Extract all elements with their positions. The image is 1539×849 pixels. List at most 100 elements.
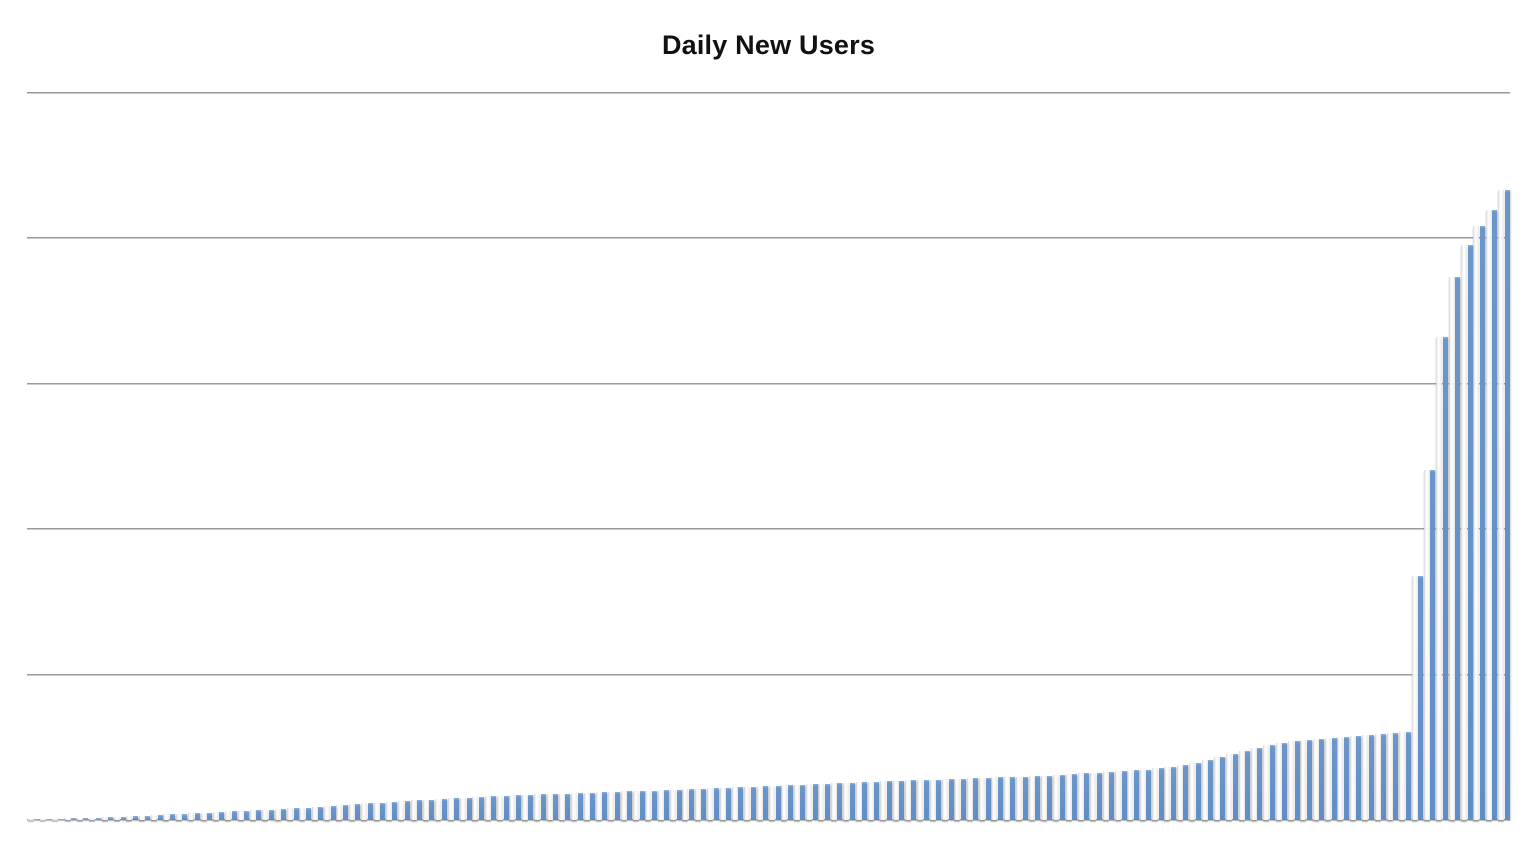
bar-shadow [1226,753,1233,820]
bar [293,808,299,820]
bar [849,782,855,820]
bar [1467,245,1473,820]
bar [83,817,89,820]
bar [1368,735,1374,820]
bar [478,797,484,820]
bar-group [670,789,682,820]
bar-group [546,793,559,820]
bar-shadow [1362,735,1369,820]
bar-group [1152,768,1164,820]
bar [515,795,521,820]
bar [182,813,188,820]
bar-shadow [843,782,850,820]
bar-shadow [1473,226,1480,820]
bar-group [880,781,892,820]
bar-shadow [855,782,862,820]
bar-group [608,791,620,820]
bar-shadow [497,795,504,820]
bar-group [1127,770,1139,820]
bar [1133,770,1139,820]
bar [1430,470,1436,820]
bar-group [200,812,213,820]
bar-shadow [694,788,701,820]
bar-shadow [1003,777,1010,820]
bar [911,780,917,820]
bar-group [138,815,151,820]
bar-group [966,778,979,820]
chart-title: Daily New Users [661,30,876,60]
bar [812,784,818,820]
bar-group [558,793,571,820]
bar [95,817,101,820]
bar [132,816,138,820]
bar-group [1349,735,1362,820]
bar-shadow [188,813,195,820]
bar [120,816,126,820]
bar-group [311,806,324,820]
bar-group [1436,336,1448,820]
bar-group [1003,777,1016,820]
bar-shadow [447,798,454,820]
bar-group [435,798,447,820]
bar-group [633,791,645,820]
bar-group [398,800,410,820]
bar [1232,753,1238,820]
bar [985,777,991,820]
bar-shadow [620,791,627,820]
bar-shadow [398,800,405,820]
bar-shadow [744,786,751,820]
bar [355,804,361,820]
bar-group [781,785,793,820]
bar-group [1115,771,1127,820]
bar [318,806,324,820]
bar [837,783,843,820]
bar-group [682,789,694,820]
bar-shadow [1053,774,1060,820]
bar [948,779,954,820]
bar-group [1213,756,1226,820]
bar-group [385,801,398,820]
bar-shadow [484,796,491,820]
bar-group [744,786,756,820]
bar-shadow [929,779,936,820]
bar-shadow [1115,771,1122,820]
bar-shadow [336,805,343,820]
bar-shadow [830,783,837,820]
bar-shadow [114,816,120,820]
bar-shadow [64,818,71,820]
bar-group [1164,766,1176,820]
bar [1405,731,1411,820]
bar-shadow [1102,772,1109,820]
bar-shadow [175,813,182,820]
bar-group [114,816,126,820]
bar [46,818,52,820]
bar-group [979,777,991,820]
bar-shadow [262,809,269,820]
bar-shadow [1152,768,1159,820]
bar-group [917,780,929,820]
bar-shadow [472,797,479,820]
bar [1096,772,1102,820]
gridline [27,92,1510,94]
bar-shadow [348,804,355,820]
bar [380,802,386,820]
bar [651,790,657,820]
bar-shadow [225,811,232,820]
bar [553,793,559,820]
bar [207,812,213,820]
bar [145,815,151,820]
bar [169,814,175,820]
bar [367,803,373,820]
bar [454,798,460,820]
bar-shadow [1139,769,1146,820]
bar-group [1498,190,1510,820]
bar-group [756,786,769,820]
bar [1319,738,1325,820]
bar-shadow [1040,775,1047,820]
bar-group [447,798,460,820]
bar-shadow [299,807,306,820]
bar [1269,744,1275,820]
bar-shadow [1213,756,1220,820]
bar [1492,210,1498,820]
bar [219,812,225,820]
